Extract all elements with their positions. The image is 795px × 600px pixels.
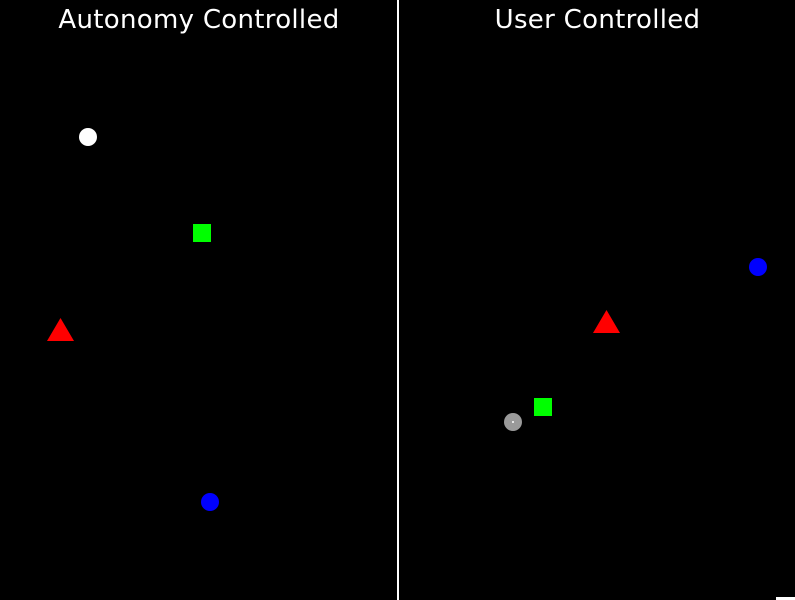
corner-marker — [776, 597, 795, 600]
panel-divider — [397, 0, 399, 600]
user-panel-title: User Controlled — [494, 5, 701, 35]
red-triangle-target-icon — [47, 318, 74, 342]
user-panel[interactable]: User Controlled — [400, 0, 795, 600]
autonomy-panel-title: Autonomy Controlled — [58, 5, 340, 35]
autonomy-panel: Autonomy Controlled — [47, 5, 340, 511]
green-square-target-icon — [193, 224, 211, 242]
green-square-target-icon — [534, 398, 552, 416]
blue-circle-target-icon — [201, 493, 219, 511]
blue-circle-target-icon — [749, 258, 767, 276]
cursor-center-dot — [512, 421, 514, 423]
user-cursor-ring-icon[interactable] — [504, 413, 522, 431]
red-triangle-target-icon — [593, 310, 620, 334]
agent-white-circle-icon — [79, 128, 97, 146]
